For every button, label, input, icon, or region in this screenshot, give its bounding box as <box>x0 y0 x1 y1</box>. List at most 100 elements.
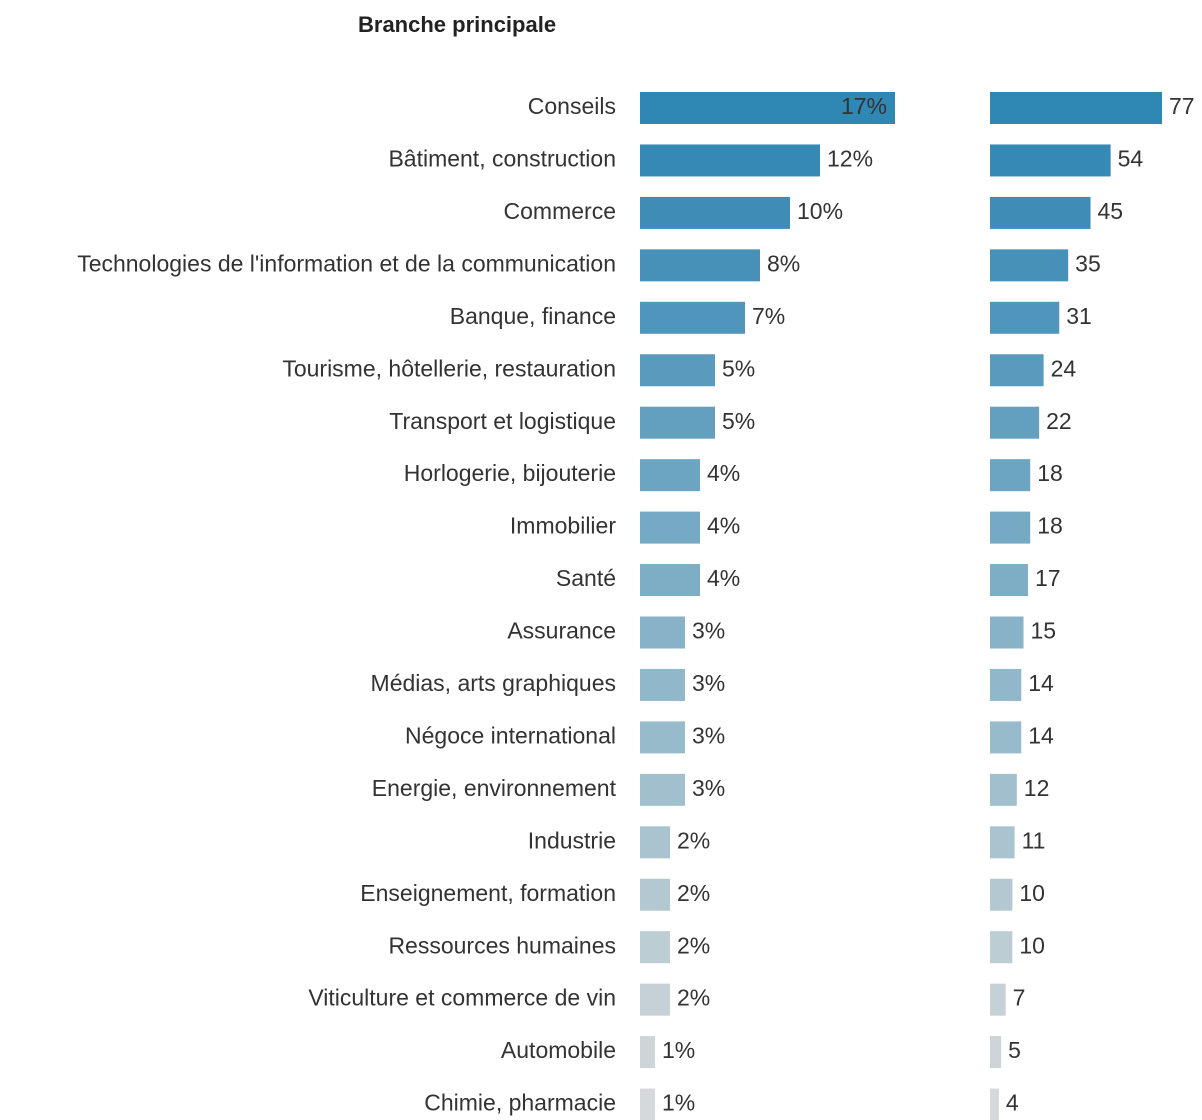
category-label: Bâtiment, construction <box>388 146 616 172</box>
value-label: 5% <box>722 355 755 381</box>
category-label: Chimie, pharmacie <box>424 1090 616 1116</box>
bar <box>990 983 1006 1016</box>
bar <box>990 878 1013 911</box>
category-label: Assurance <box>507 618 616 644</box>
category-label: Médias, arts graphiques <box>371 670 616 696</box>
category-label: Enseignement, formation <box>360 880 616 906</box>
bar <box>640 249 760 282</box>
bar <box>640 406 715 439</box>
bar <box>640 983 670 1016</box>
value-label: 17% <box>841 93 887 119</box>
bar <box>990 564 1028 597</box>
bar <box>990 354 1044 387</box>
value-label: 3% <box>692 722 725 748</box>
category-label: Commerce <box>504 198 616 224</box>
bar <box>640 92 895 124</box>
bar <box>640 1088 655 1120</box>
bar <box>990 1088 999 1120</box>
bar <box>640 564 700 597</box>
value-label: 77 <box>1169 93 1195 119</box>
bar <box>640 459 700 492</box>
category-label: Conseils <box>528 93 616 119</box>
value-label: 14 <box>1028 722 1054 748</box>
bar <box>640 616 685 649</box>
value-label: 12 <box>1024 775 1050 801</box>
value-label: 2% <box>677 985 710 1011</box>
value-label: 10 <box>1019 880 1045 906</box>
bar <box>990 92 1162 124</box>
bar <box>640 196 790 229</box>
category-label: Négoce international <box>405 722 616 748</box>
value-label: 5% <box>722 408 755 434</box>
bar <box>990 1036 1002 1069</box>
value-label: 5 <box>1008 1037 1021 1063</box>
bar <box>640 511 700 544</box>
value-label: 3% <box>692 618 725 644</box>
value-label: 2% <box>677 880 710 906</box>
value-label: 54 <box>1118 146 1144 172</box>
value-label: 22 <box>1046 408 1072 434</box>
bar <box>640 931 670 964</box>
category-label: Technologies de l'information et de la c… <box>77 250 616 276</box>
bar <box>990 301 1060 334</box>
value-label: 8% <box>767 250 800 276</box>
value-label: 7 <box>1013 985 1026 1011</box>
category-label: Santé <box>556 565 616 591</box>
value-label: 7% <box>752 303 785 329</box>
category-label: Tourisme, hôtellerie, restauration <box>282 355 616 381</box>
chart-title: Branche principale <box>358 12 556 37</box>
value-label: 10% <box>797 198 843 224</box>
value-label: 18 <box>1037 460 1063 486</box>
value-label: 2% <box>677 932 710 958</box>
category-label: Ressources humaines <box>388 932 616 958</box>
value-label: 35 <box>1075 250 1101 276</box>
bar <box>990 511 1031 544</box>
bar <box>990 249 1069 282</box>
category-label: Horlogerie, bijouterie <box>404 460 616 486</box>
value-label: 18 <box>1037 513 1063 539</box>
value-label: 4% <box>707 565 740 591</box>
bar <box>990 196 1091 229</box>
bar <box>990 773 1017 806</box>
value-label: 10 <box>1019 932 1045 958</box>
value-label: 4% <box>707 460 740 486</box>
bar <box>990 668 1022 701</box>
bar <box>990 616 1024 649</box>
value-label: 17 <box>1035 565 1061 591</box>
category-label: Immobilier <box>510 513 616 539</box>
category-label: Energie, environnement <box>372 775 617 801</box>
value-label: 15 <box>1031 618 1057 644</box>
bar <box>640 144 820 177</box>
bar <box>990 144 1111 177</box>
bar <box>990 406 1040 439</box>
category-label: Viticulture et commerce de vin <box>308 985 616 1011</box>
bar <box>990 721 1022 754</box>
value-label: 12% <box>827 146 873 172</box>
value-label: 1% <box>662 1090 695 1116</box>
bar <box>640 878 670 911</box>
bar <box>640 354 715 387</box>
category-label: Automobile <box>501 1037 616 1063</box>
value-label: 4% <box>707 513 740 539</box>
value-label: 4 <box>1006 1090 1019 1116</box>
value-label: 31 <box>1066 303 1092 329</box>
bar <box>640 721 685 754</box>
value-label: 24 <box>1051 355 1077 381</box>
value-label: 45 <box>1098 198 1124 224</box>
value-label: 14 <box>1028 670 1054 696</box>
bar <box>640 668 685 701</box>
bar <box>990 826 1015 859</box>
bar <box>640 1036 655 1069</box>
bar <box>640 773 685 806</box>
value-label: 2% <box>677 827 710 853</box>
value-label: 11 <box>1022 827 1046 853</box>
bar <box>990 459 1031 492</box>
bar <box>990 931 1013 964</box>
value-label: 1% <box>662 1037 695 1063</box>
value-label: 3% <box>692 670 725 696</box>
category-label: Banque, finance <box>450 303 616 329</box>
category-label: Industrie <box>528 827 616 853</box>
bar <box>640 826 670 859</box>
category-label: Transport et logistique <box>389 408 616 434</box>
